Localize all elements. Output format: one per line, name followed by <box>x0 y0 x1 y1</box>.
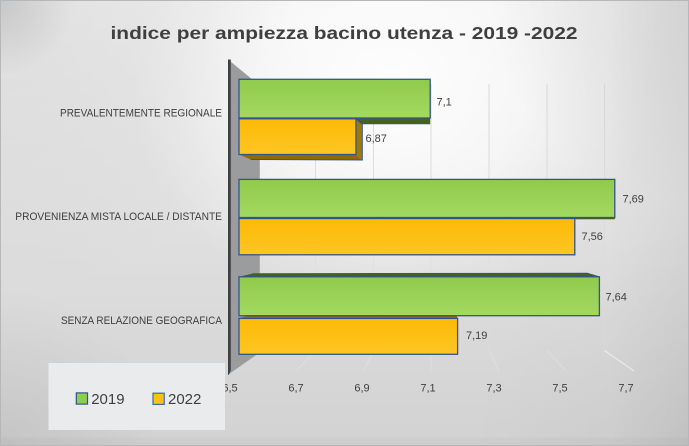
svg-text:6,9: 6,9 <box>354 383 369 395</box>
svg-text:PROVENIENZA MISTA LOCALE / DIS: PROVENIENZA MISTA LOCALE / DISTANTE <box>15 211 222 223</box>
svg-text:2022: 2022 <box>168 391 201 408</box>
svg-text:2019: 2019 <box>91 391 124 408</box>
svg-text:indice per ampiezza bacino ute: indice per ampiezza bacino utenza - 2019… <box>111 23 578 43</box>
svg-text:7,5: 7,5 <box>552 383 567 395</box>
svg-text:7,56: 7,56 <box>582 231 603 243</box>
svg-text:6,5: 6,5 <box>222 383 237 395</box>
svg-text:7,19: 7,19 <box>466 330 487 342</box>
svg-text:7,64: 7,64 <box>606 292 627 304</box>
svg-text:6,7: 6,7 <box>288 383 303 395</box>
svg-text:7,1: 7,1 <box>420 383 435 395</box>
svg-text:7,7: 7,7 <box>618 383 633 395</box>
svg-text:6,87: 6,87 <box>366 133 387 145</box>
svg-text:7,3: 7,3 <box>486 383 501 395</box>
svg-text:7,69: 7,69 <box>623 194 644 206</box>
svg-text:PREVALENTEMENTE REGIONALE: PREVALENTEMENTE REGIONALE <box>60 108 222 120</box>
svg-text:7,1: 7,1 <box>437 97 452 109</box>
svg-text:SENZA RELAZIONE GEOGRAFICA: SENZA RELAZIONE GEOGRAFICA <box>61 315 223 327</box>
